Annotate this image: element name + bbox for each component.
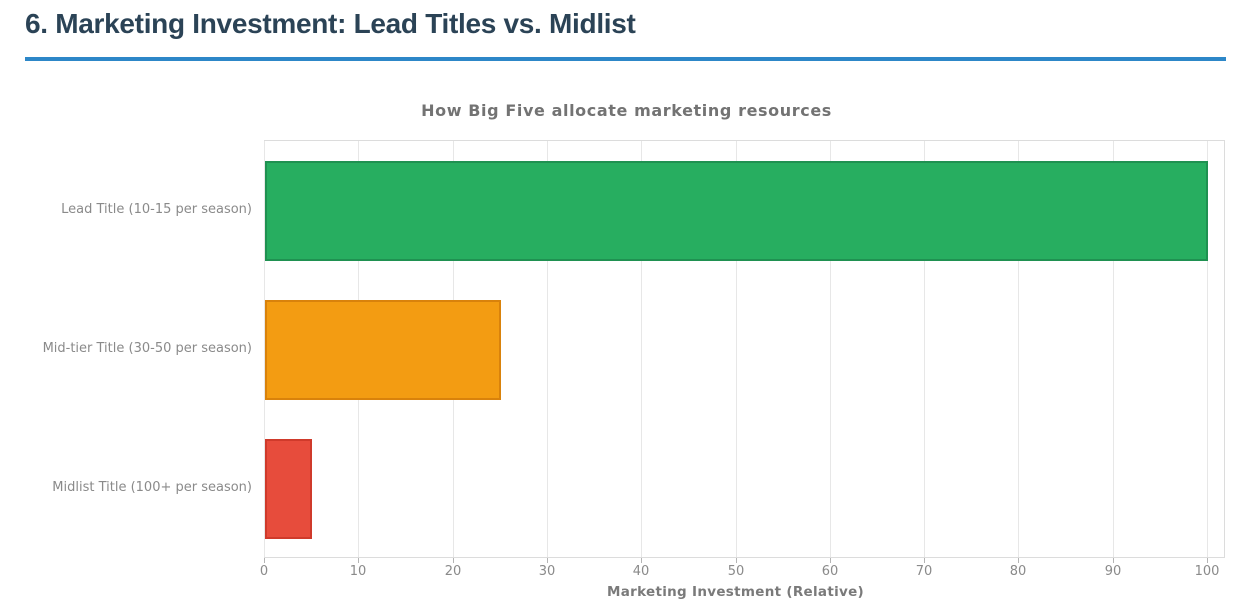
gridline-x-100 xyxy=(1207,141,1208,557)
x-tick-label: 0 xyxy=(259,564,269,579)
x-tick-mark xyxy=(830,558,831,563)
bar-2 xyxy=(265,439,312,540)
x-tick-label: 10 xyxy=(349,564,367,579)
x-tick-mark xyxy=(358,558,359,563)
heading-underline xyxy=(25,57,1226,61)
x-tick-mark xyxy=(264,558,265,563)
y-category-label: Mid-tier Title (30-50 per season) xyxy=(42,341,252,356)
gridline-x-80 xyxy=(1018,141,1019,557)
bar-0 xyxy=(265,160,1208,261)
page-title: 6. Marketing Investment: Lead Titles vs.… xyxy=(25,8,636,39)
gridline-x-90 xyxy=(1113,141,1114,557)
x-tick-label: 90 xyxy=(1104,564,1122,579)
x-tick-label: 40 xyxy=(632,564,650,579)
x-tick-mark xyxy=(736,558,737,563)
x-tick-mark xyxy=(547,558,548,563)
x-tick-label: 60 xyxy=(821,564,839,579)
gridline-x-50 xyxy=(736,141,737,557)
x-tick-label: 20 xyxy=(444,564,462,579)
gridline-x-30 xyxy=(547,141,548,557)
x-tick-label: 70 xyxy=(915,564,933,579)
y-category-label: Midlist Title (100+ per season) xyxy=(52,480,252,496)
x-tick-mark xyxy=(924,558,925,563)
x-tick-label: 50 xyxy=(727,564,745,579)
x-tick-mark xyxy=(453,558,454,563)
x-tick-mark xyxy=(1018,558,1019,563)
plot-area xyxy=(264,140,1225,558)
x-tick-label: 30 xyxy=(538,564,556,579)
bar-1 xyxy=(265,300,501,400)
gridline-x-60 xyxy=(830,141,831,557)
x-tick-label: 100 xyxy=(1194,564,1220,579)
x-tick-label: 80 xyxy=(1009,564,1027,579)
x-tick-mark xyxy=(1113,558,1114,563)
gridline-x-40 xyxy=(641,141,642,557)
x-axis-label: Marketing Investment (Relative) xyxy=(606,584,865,600)
x-tick-mark xyxy=(1207,558,1208,563)
gridline-x-70 xyxy=(924,141,925,557)
gridline-x-0 xyxy=(264,141,265,557)
y-category-label: Lead Title (10-15 per season) xyxy=(61,201,252,217)
chart-title: How Big Five allocate marketing resource… xyxy=(421,101,832,120)
x-tick-mark xyxy=(641,558,642,563)
